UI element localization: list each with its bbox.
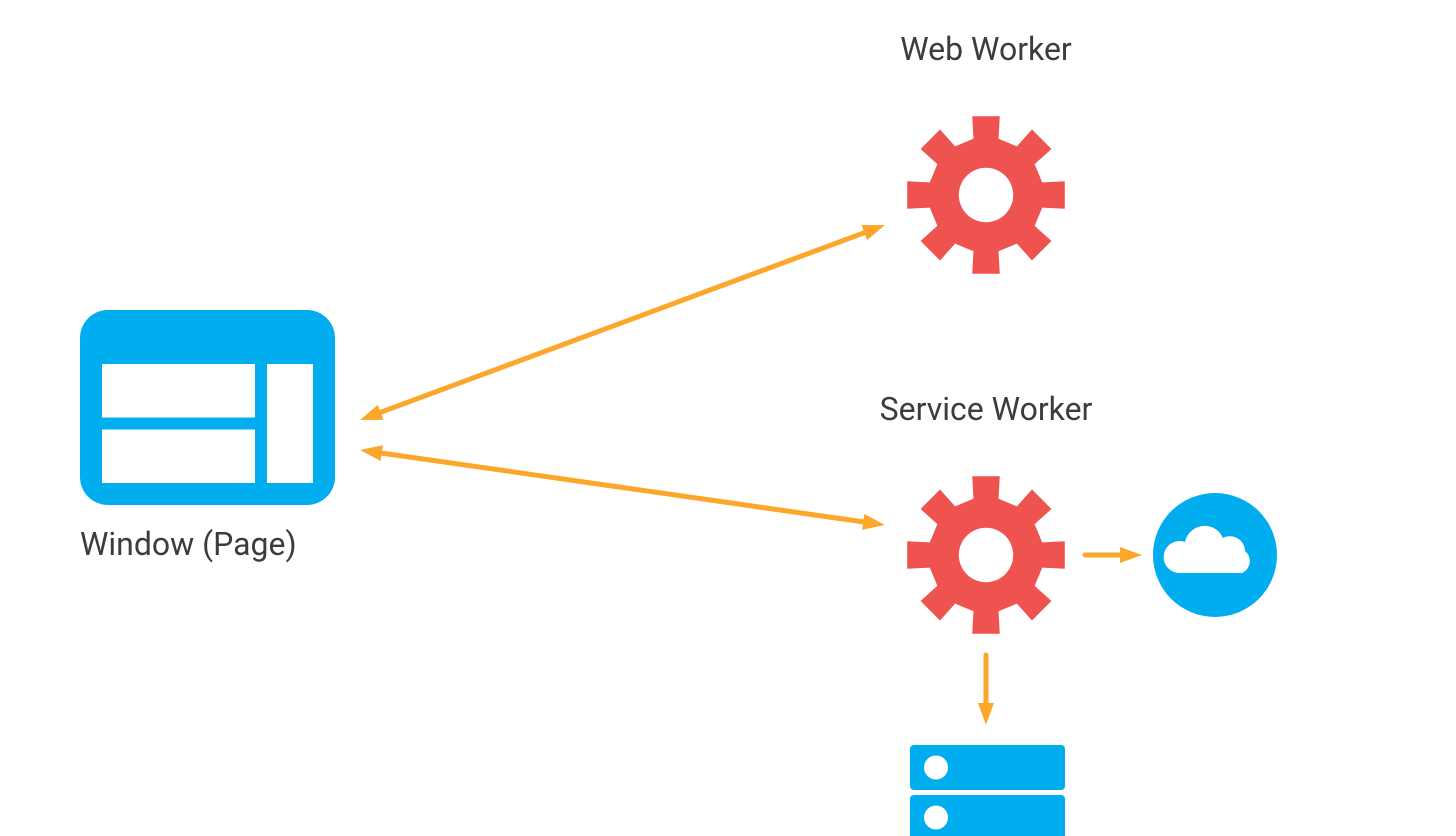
- arrow-window-webworker: [360, 225, 885, 420]
- service-worker-gear-icon: [907, 476, 1065, 634]
- arrow-window-serviceworker: [360, 445, 885, 530]
- cloud-icon: [1153, 493, 1277, 617]
- web-worker-label: Web Worker: [900, 30, 1072, 68]
- arrow-serviceworker-cloud: [1085, 547, 1142, 563]
- window-page-icon: Window (Page): [80, 310, 335, 563]
- service-worker-label: Service Worker: [880, 390, 1093, 428]
- web-worker-gear-icon: [907, 116, 1065, 274]
- arrow-serviceworker-db: [978, 655, 994, 725]
- storage-icon: [910, 745, 1065, 836]
- window-page-label: Window (Page): [80, 525, 297, 563]
